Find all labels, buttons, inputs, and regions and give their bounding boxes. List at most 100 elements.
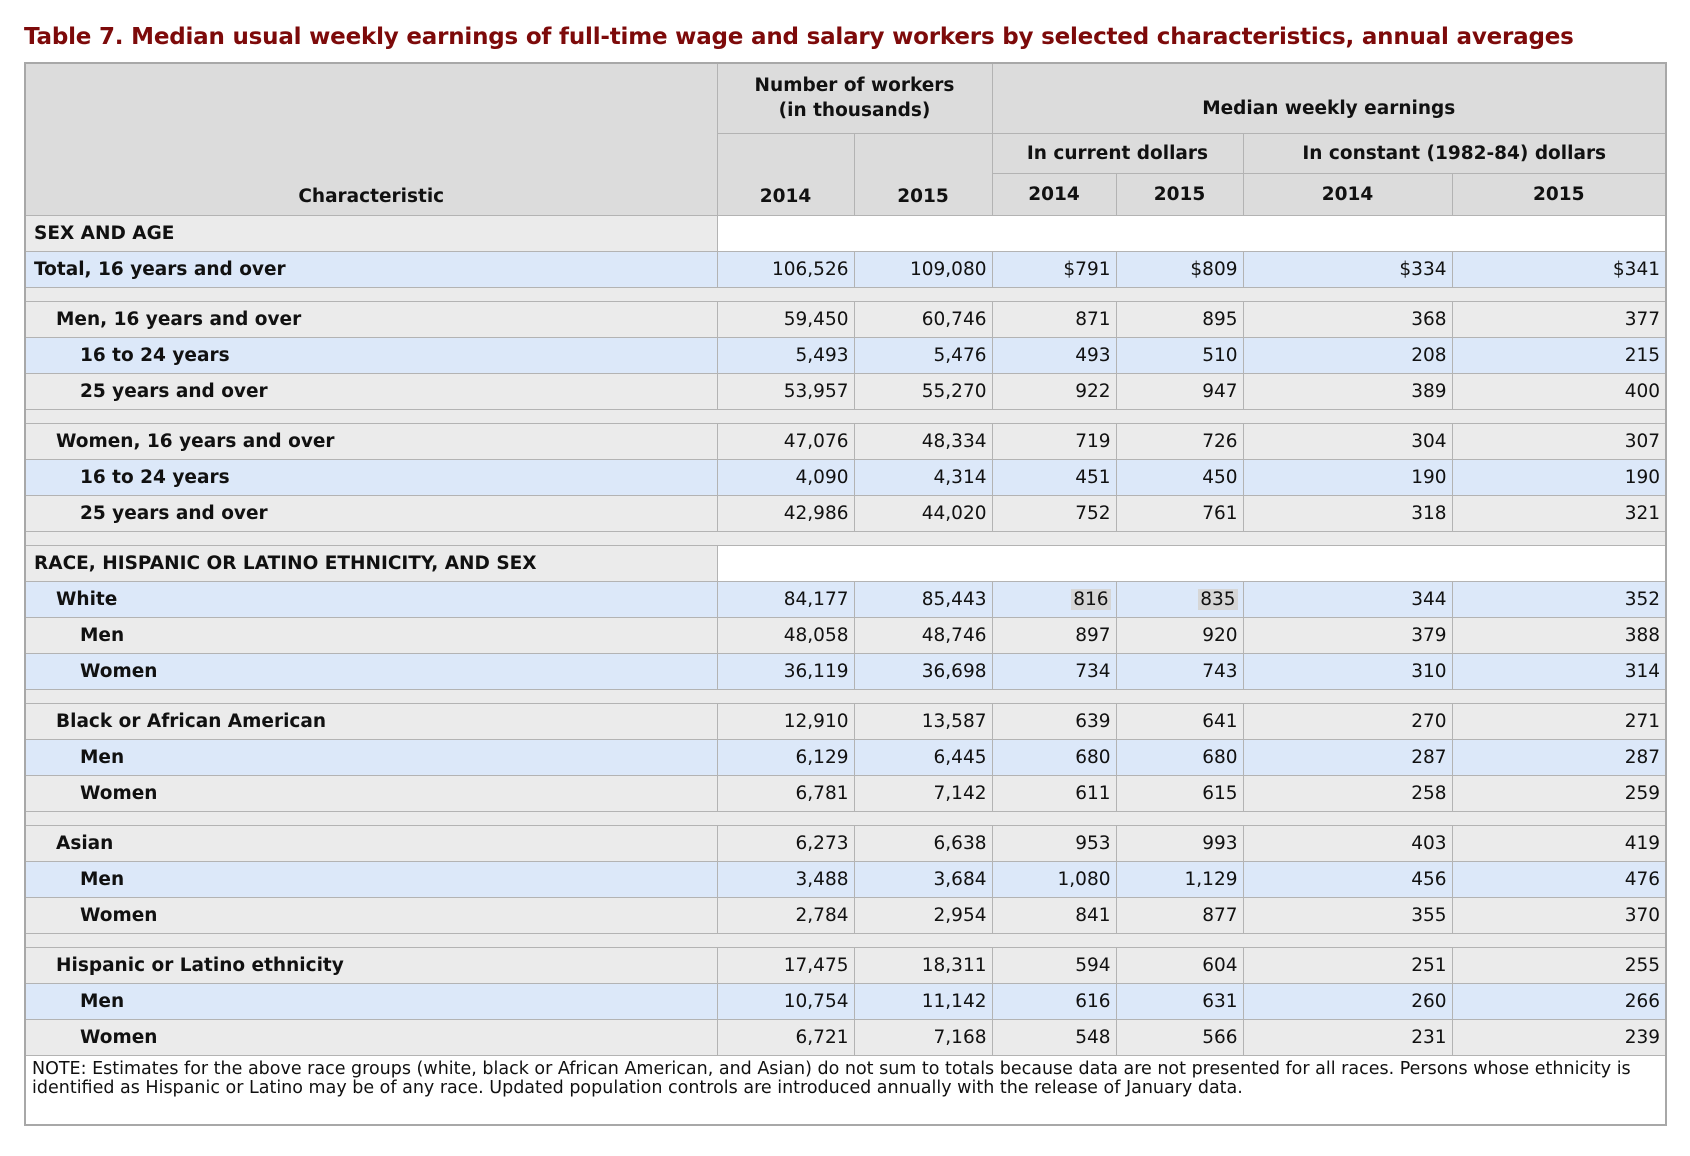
section-row: RACE, HISPANIC OR LATINO ETHNICITY, AND … [24,544,1667,582]
row-label: Men [24,738,718,776]
value-cell: $341 [1451,250,1667,288]
spacer-row [24,408,1667,424]
header-text: Number of workers (in thousands) [754,75,955,122]
value-cell: 287 [1451,738,1667,776]
row-label: White [24,580,718,618]
value-cell: 307 [1451,422,1667,460]
value-cell: 59,450 [716,300,855,338]
spacer-cell [24,688,1667,704]
value-cell: 6,129 [716,738,855,776]
value-cell: 6,721 [716,1018,855,1056]
row-label: Women, 16 years and over [24,422,718,460]
row-label: Hispanic or Latino ethnicity [24,946,718,984]
value-cell: 271 [1451,702,1667,740]
value-cell: 270 [1242,702,1453,740]
value-cell: 10,754 [716,982,855,1020]
value-cell: 2,954 [853,896,993,934]
value-cell: 3,488 [716,860,855,898]
data-row: Women 36,119 36,698 734 743 310 314 [24,652,1667,690]
row-label: Men [24,982,718,1020]
value-cell: 403 [1242,824,1453,862]
value-cell: 42,986 [716,494,855,532]
value-cell: 616 [991,982,1117,1020]
value-cell: 641 [1115,702,1244,740]
value-cell: 639 [991,702,1117,740]
data-row: Total, 16 years and over 106,526 109,080 $7… [24,250,1667,288]
value-cell: 419 [1451,824,1667,862]
value-cell: 13,587 [853,702,993,740]
value-cell: 871 [991,300,1117,338]
value-cell: 4,314 [853,458,993,496]
value-cell: 476 [1451,860,1667,898]
value-cell: 85,443 [853,580,993,618]
value-cell: 370 [1451,896,1667,934]
value-cell: 3,684 [853,860,993,898]
value-cell: 451 [991,458,1117,496]
note-row: NOTE: Estimates for the above race group… [24,1054,1667,1126]
row-label: Total, 16 years and over [24,250,718,288]
header-cell: 2014 [1242,172,1453,216]
data-row: Women 2,784 2,954 841 877 355 370 [24,896,1667,934]
value-cell: 47,076 [716,422,855,460]
value-cell: 266 [1451,982,1667,1020]
data-row: 16 to 24 years 5,493 5,476 493 510 208 215 [24,336,1667,374]
value-cell: 2,784 [716,896,855,934]
value-cell: 215 [1451,336,1667,374]
value-cell: 953 [991,824,1117,862]
value-cell: 734 [991,652,1117,690]
row-label: 16 to 24 years [24,336,718,374]
value-cell: 190 [1242,458,1453,496]
value-cell: 993 [1115,824,1244,862]
value-cell: 190 [1451,458,1667,496]
value-cell: 922 [991,372,1117,410]
value-cell: 816 [991,580,1117,618]
value-cell: 44,020 [853,494,993,532]
row-label: 16 to 24 years [24,458,718,496]
value-cell: 604 [1115,946,1244,984]
value-cell: 1,080 [991,860,1117,898]
data-row: Black or African American 12,910 13,587 639… [24,702,1667,740]
value-cell: 377 [1451,300,1667,338]
header-cell: Median weekly earnings [991,62,1667,134]
value-cell: 310 [1242,652,1453,690]
data-row: 25 years and over 53,957 55,270 922 947 389 40… [24,372,1667,410]
earnings-table: Characteristic Number of workers (in tho… [24,62,1667,1126]
value-cell: 314 [1451,652,1667,690]
value-cell: 841 [991,896,1117,934]
value-cell: 548 [991,1018,1117,1056]
header-cell: Number of workers (in thousands) [716,62,993,134]
value-cell: 611 [991,774,1117,812]
value-cell: $791 [991,250,1117,288]
value-cell: 12,910 [716,702,855,740]
spacer-row [24,688,1667,704]
value-cell: 752 [991,494,1117,532]
row-label: Women [24,896,718,934]
value-cell: 6,781 [716,774,855,812]
value-cell: 450 [1115,458,1244,496]
value-cell: 835 [1115,580,1244,618]
value-cell: 304 [1242,422,1453,460]
value-cell: 48,746 [853,616,993,654]
value-cell: 355 [1242,896,1453,934]
value-cell: 53,957 [716,372,855,410]
value-cell: 4,090 [716,458,855,496]
header-cell: 2015 [1115,172,1244,216]
section-row: SEX AND AGE [24,214,1667,252]
spacer-row [24,286,1667,302]
data-row: 16 to 24 years 4,090 4,314 451 450 190 190 [24,458,1667,496]
value-cell: $809 [1115,250,1244,288]
spacer-cell [24,530,1667,546]
spacer-cell [24,810,1667,826]
value-cell: 259 [1451,774,1667,812]
row-label: Women [24,1018,718,1056]
spacer-row [24,932,1667,948]
empty-cell [716,544,1667,582]
data-row: Men 48,058 48,746 897 920 379 388 [24,616,1667,654]
spacer-row [24,810,1667,826]
value-cell: 258 [1242,774,1453,812]
value-cell: 7,142 [853,774,993,812]
value-cell: 60,746 [853,300,993,338]
value-cell: 510 [1115,336,1244,374]
header-cell: In constant (1982-84) dollars [1242,132,1667,174]
